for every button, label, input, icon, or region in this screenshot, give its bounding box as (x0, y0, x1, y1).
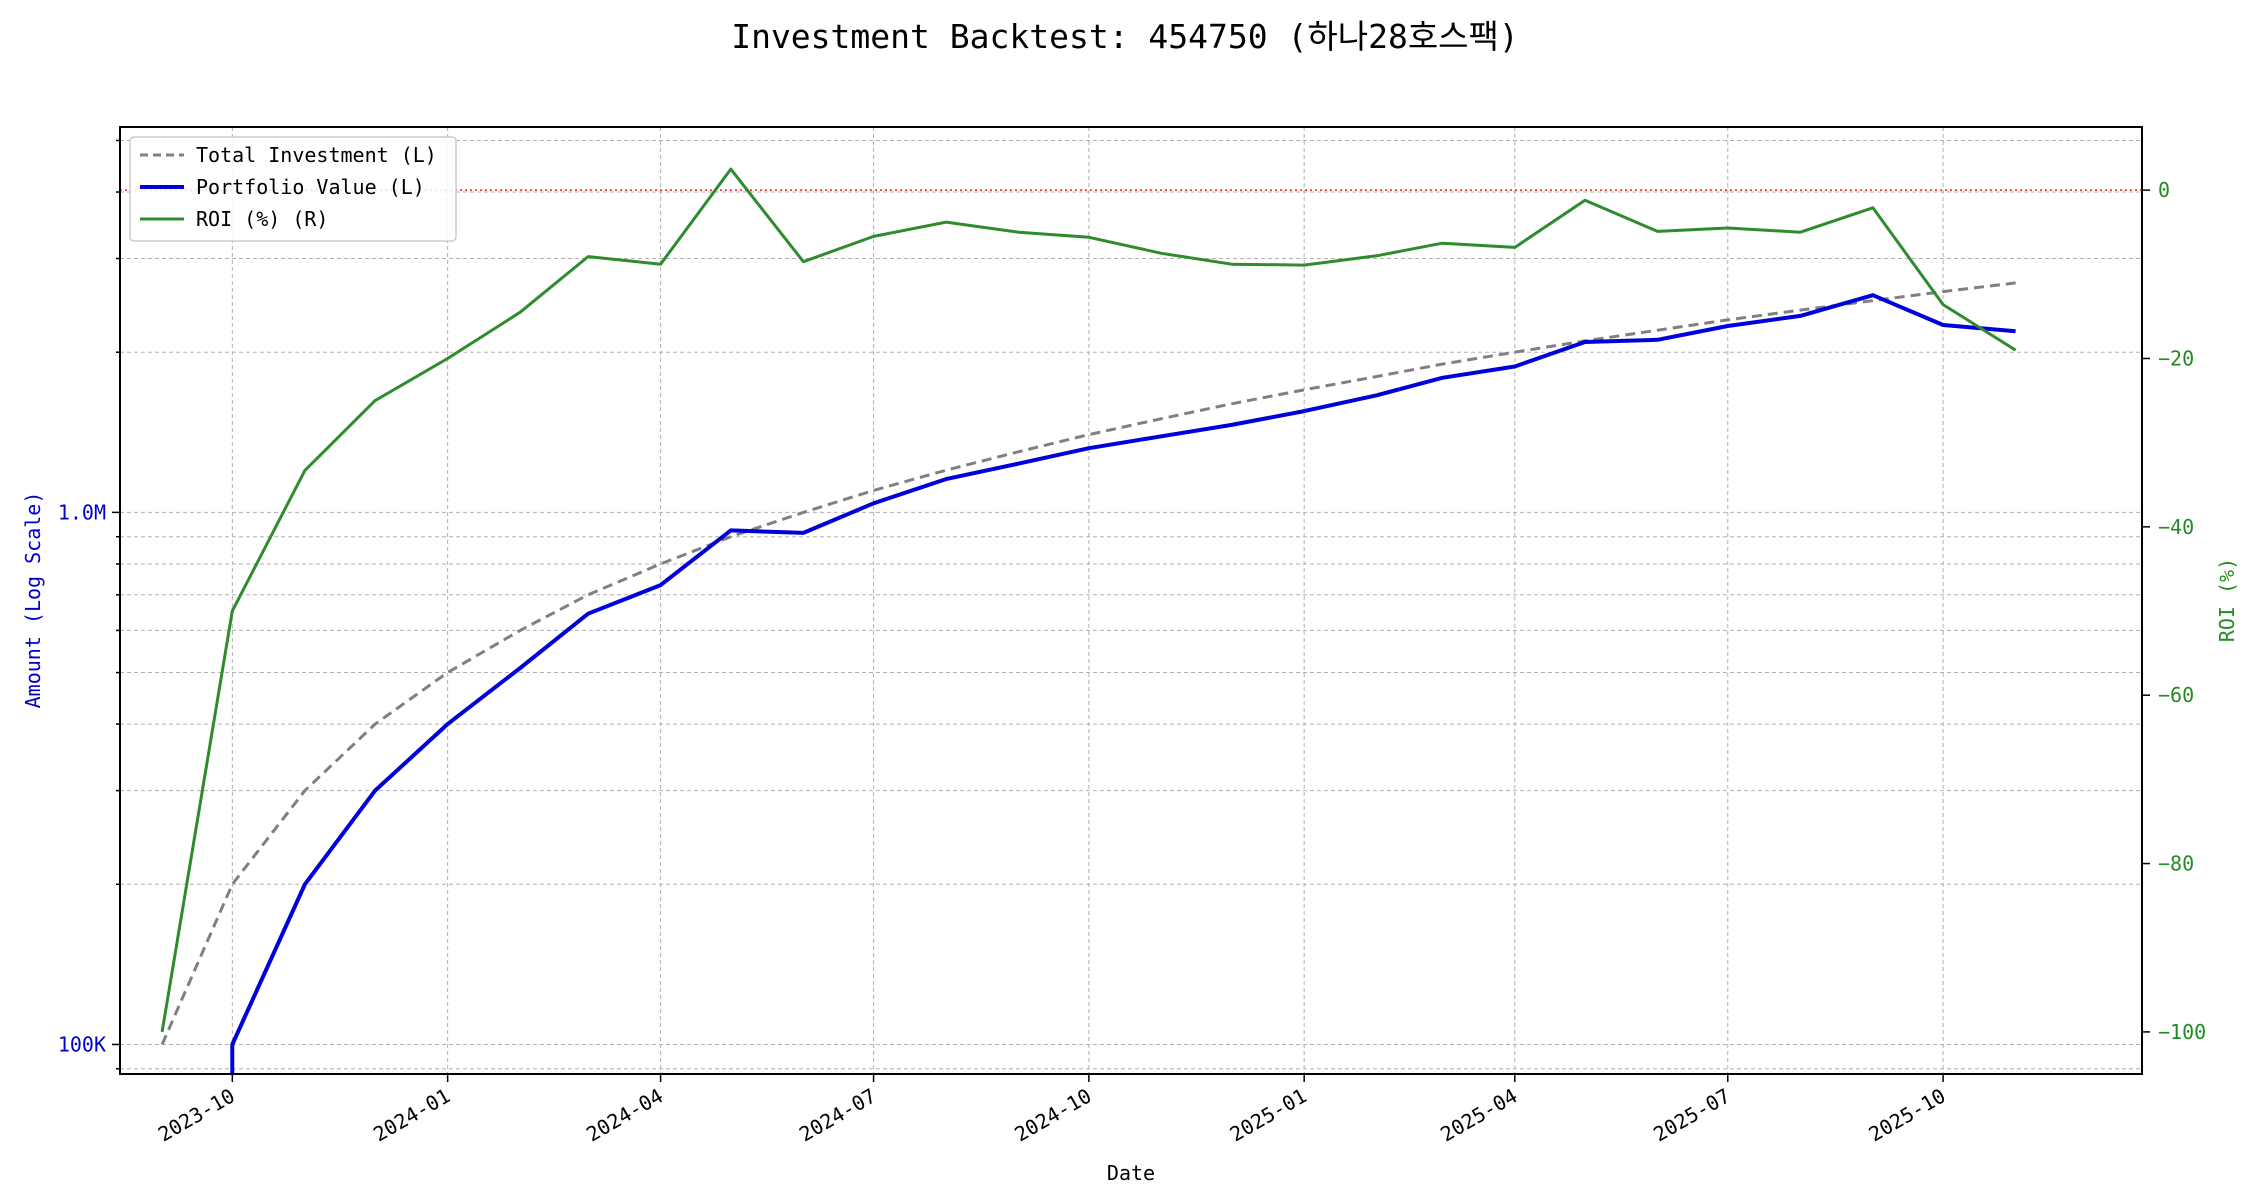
right-tick-label: −20 (2158, 346, 2194, 370)
legend: Total Investment (L) Portfolio Value (L) R… (129, 136, 457, 242)
legend-label: ROI (%) (R) (196, 207, 328, 231)
legend-label: Portfolio Value (L) (196, 175, 425, 199)
left-tick-label: 100K (58, 1032, 106, 1056)
right-tick-label: −100 (2158, 1020, 2206, 1044)
right-tick-label: −60 (2158, 683, 2194, 707)
right-tick-label: −40 (2158, 515, 2194, 539)
x-axis-label: Date (1107, 1161, 1155, 1185)
total-investment-line (160, 281, 2016, 1046)
right-axis-label: ROI (%) (2215, 558, 2239, 642)
legend-label: Total Investment (L) (196, 143, 437, 167)
left-tick-label: 1.0M (58, 500, 106, 524)
series-lines (160, 167, 2017, 1074)
left-axis-label: Amount (Log Scale) (21, 492, 45, 709)
roi-line (160, 167, 2017, 1033)
legend-box (129, 136, 457, 242)
chart-title: Investment Backtest: 454750 (하나28호스팩) (731, 17, 1519, 56)
right-tick-label: −80 (2158, 852, 2194, 876)
portfolio-value-line (230, 293, 2016, 1074)
right-tick-label: 0 (2158, 178, 2170, 202)
plot-frame (119, 126, 2143, 1075)
